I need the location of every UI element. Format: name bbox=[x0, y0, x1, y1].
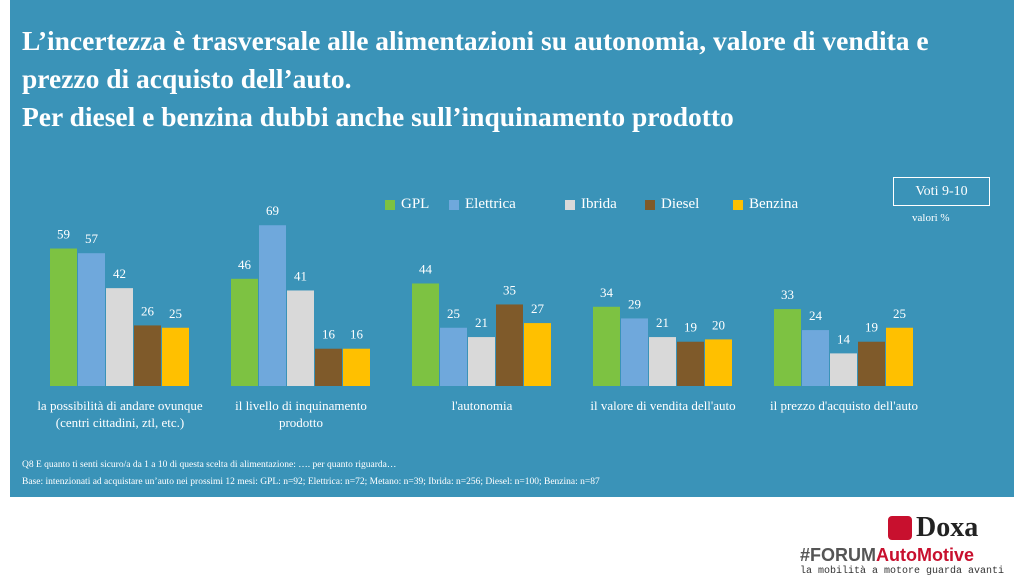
value-label: 69 bbox=[266, 203, 279, 218]
value-label: 57 bbox=[85, 231, 99, 246]
bar bbox=[259, 225, 286, 386]
value-label: 41 bbox=[294, 268, 307, 283]
value-label: 19 bbox=[684, 320, 697, 335]
bar bbox=[524, 323, 551, 386]
value-label: 33 bbox=[781, 287, 794, 302]
bar bbox=[677, 341, 704, 386]
legend-swatch bbox=[385, 199, 395, 210]
legend-label: Ibrida bbox=[581, 196, 617, 212]
bar bbox=[774, 309, 801, 386]
bar bbox=[802, 330, 829, 386]
legend-swatch bbox=[733, 199, 743, 210]
tagline: la mobilità a motore guarda avanti bbox=[800, 566, 1005, 577]
bar bbox=[830, 353, 857, 386]
x-tick-label: la possibilità di andare ovunque (centri… bbox=[37, 398, 203, 430]
bar bbox=[315, 348, 342, 386]
value-label: 24 bbox=[809, 308, 823, 323]
value-label: 16 bbox=[350, 327, 364, 342]
value-label: 44 bbox=[419, 261, 433, 276]
value-label: 21 bbox=[475, 315, 488, 330]
bar bbox=[412, 283, 439, 386]
unit-note: valori % bbox=[912, 212, 950, 224]
value-label: 25 bbox=[893, 306, 906, 321]
bar bbox=[468, 337, 495, 386]
legend-label: Diesel bbox=[661, 196, 700, 212]
bar bbox=[593, 306, 620, 386]
bar bbox=[287, 290, 314, 386]
x-tick-label: il livello di inquinamento prodotto bbox=[235, 398, 367, 430]
value-label: 27 bbox=[531, 301, 545, 316]
legend-swatch bbox=[449, 199, 459, 210]
value-label: 16 bbox=[322, 327, 336, 342]
bar bbox=[231, 278, 258, 386]
event-name: #FORUMAutoMotive bbox=[800, 545, 974, 566]
note: Q8 E quanto ti senti sicuro/a da 1 a 10 … bbox=[22, 460, 397, 470]
bar bbox=[621, 318, 648, 386]
event-title: AutoMotive bbox=[876, 545, 974, 565]
value-label: 42 bbox=[113, 266, 126, 281]
event-prefix: #FORUM bbox=[800, 545, 876, 565]
legend-label: GPL bbox=[401, 196, 430, 212]
legend-label: Benzina bbox=[749, 196, 799, 212]
annotation-box: Voti 9-10 bbox=[893, 177, 990, 206]
value-label: 59 bbox=[57, 227, 70, 242]
value-label: 25 bbox=[169, 306, 182, 321]
bar bbox=[886, 327, 913, 386]
bar bbox=[162, 327, 189, 386]
note: Base: intenzionati ad acquistare un’auto… bbox=[22, 477, 600, 487]
legend-item: Diesel bbox=[645, 196, 699, 213]
bar bbox=[106, 288, 133, 386]
value-label: 46 bbox=[238, 257, 252, 272]
bar bbox=[134, 325, 161, 386]
legend-item: Ibrida bbox=[565, 196, 617, 213]
title: L’incertezza è trasversale alle alimenta… bbox=[22, 25, 929, 94]
bar bbox=[343, 348, 370, 386]
legend-swatch bbox=[565, 199, 575, 210]
legend-item: Elettrica bbox=[449, 196, 516, 213]
bar bbox=[858, 341, 885, 386]
bar bbox=[496, 304, 523, 386]
value-label: 20 bbox=[712, 317, 725, 332]
legend-swatch bbox=[645, 199, 655, 210]
legend-item: Benzina bbox=[733, 196, 798, 213]
legend-label: Elettrica bbox=[465, 196, 516, 212]
subtitle: Per diesel e benzina dubbi anche sull’in… bbox=[22, 101, 734, 132]
value-label: 34 bbox=[600, 285, 614, 300]
value-label: 26 bbox=[141, 303, 155, 318]
bar bbox=[649, 337, 676, 386]
x-tick-label: l'autonomia bbox=[451, 398, 513, 413]
value-label: 25 bbox=[447, 306, 460, 321]
bar bbox=[440, 327, 467, 386]
x-tick-label: il valore di vendita dell'auto bbox=[590, 398, 736, 413]
value-label: 19 bbox=[865, 320, 878, 335]
value-label: 35 bbox=[503, 282, 516, 297]
value-label: 21 bbox=[656, 315, 669, 330]
value-label: 29 bbox=[628, 296, 641, 311]
x-tick-label: il prezzo d'acquisto dell'auto bbox=[770, 398, 918, 413]
company-name: Doxa bbox=[916, 512, 979, 543]
bar bbox=[78, 253, 105, 386]
panel bbox=[10, 0, 1014, 497]
bar bbox=[50, 248, 77, 386]
legend-item: GPL bbox=[385, 196, 429, 213]
logo-icon bbox=[888, 516, 912, 540]
bar bbox=[705, 339, 732, 386]
company-logo: Doxa bbox=[888, 512, 978, 544]
value-label: 14 bbox=[837, 331, 851, 346]
